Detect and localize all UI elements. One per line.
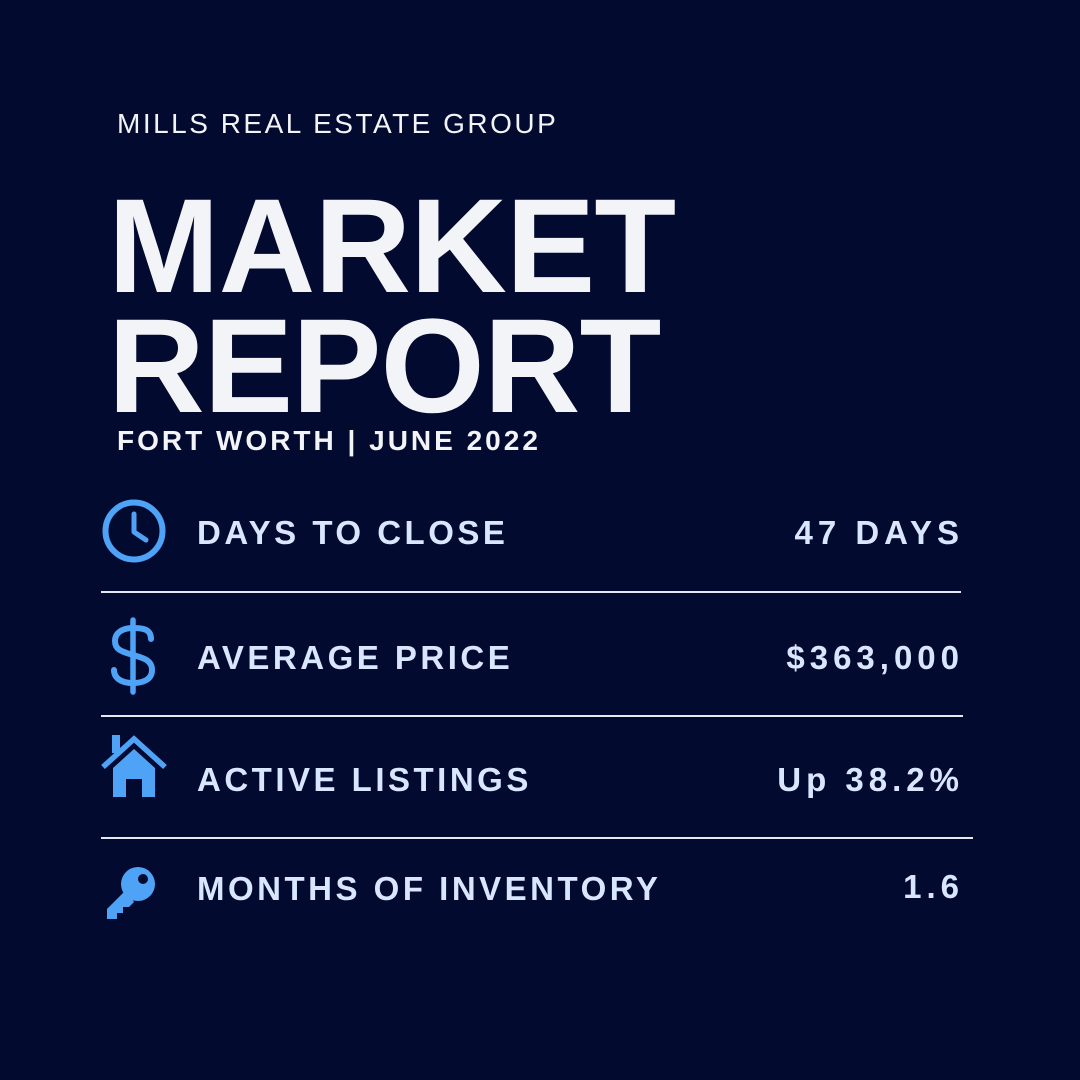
stat-label: ACTIVE LISTINGS <box>197 761 532 798</box>
stat-row-average-price: AVERAGE PRICE $363,000 <box>0 615 1080 695</box>
stat-value: 1.6 <box>903 868 964 905</box>
stat-value: 47 DAYS <box>794 514 964 551</box>
stat-value: Up 38.2% <box>777 761 964 798</box>
divider <box>101 591 961 593</box>
title-market: MARKET <box>108 172 676 321</box>
stat-label: MONTHS OF INVENTORY <box>197 870 662 907</box>
stat-row-active-listings: ACTIVE LISTINGS Up 38.2% <box>0 735 1080 805</box>
stat-value: $363,000 <box>786 639 964 676</box>
stat-row-days-to-close: DAYS TO CLOSE 47 DAYS <box>0 498 1080 568</box>
title-report: REPORT <box>108 292 661 441</box>
stat-label: AVERAGE PRICE <box>197 639 514 676</box>
company-name: MILLS REAL ESTATE GROUP <box>117 108 559 139</box>
subtitle-location-date: FORT WORTH | JUNE 2022 <box>117 425 541 456</box>
stat-row-months-of-inventory: MONTHS OF INVENTORY 1.6 <box>0 862 1080 922</box>
divider <box>101 837 973 839</box>
divider <box>101 715 963 717</box>
dollar-icon <box>104 617 162 695</box>
key-icon <box>101 865 157 921</box>
clock-icon <box>101 498 167 564</box>
stat-label: DAYS TO CLOSE <box>197 514 509 551</box>
house-icon <box>100 735 168 799</box>
